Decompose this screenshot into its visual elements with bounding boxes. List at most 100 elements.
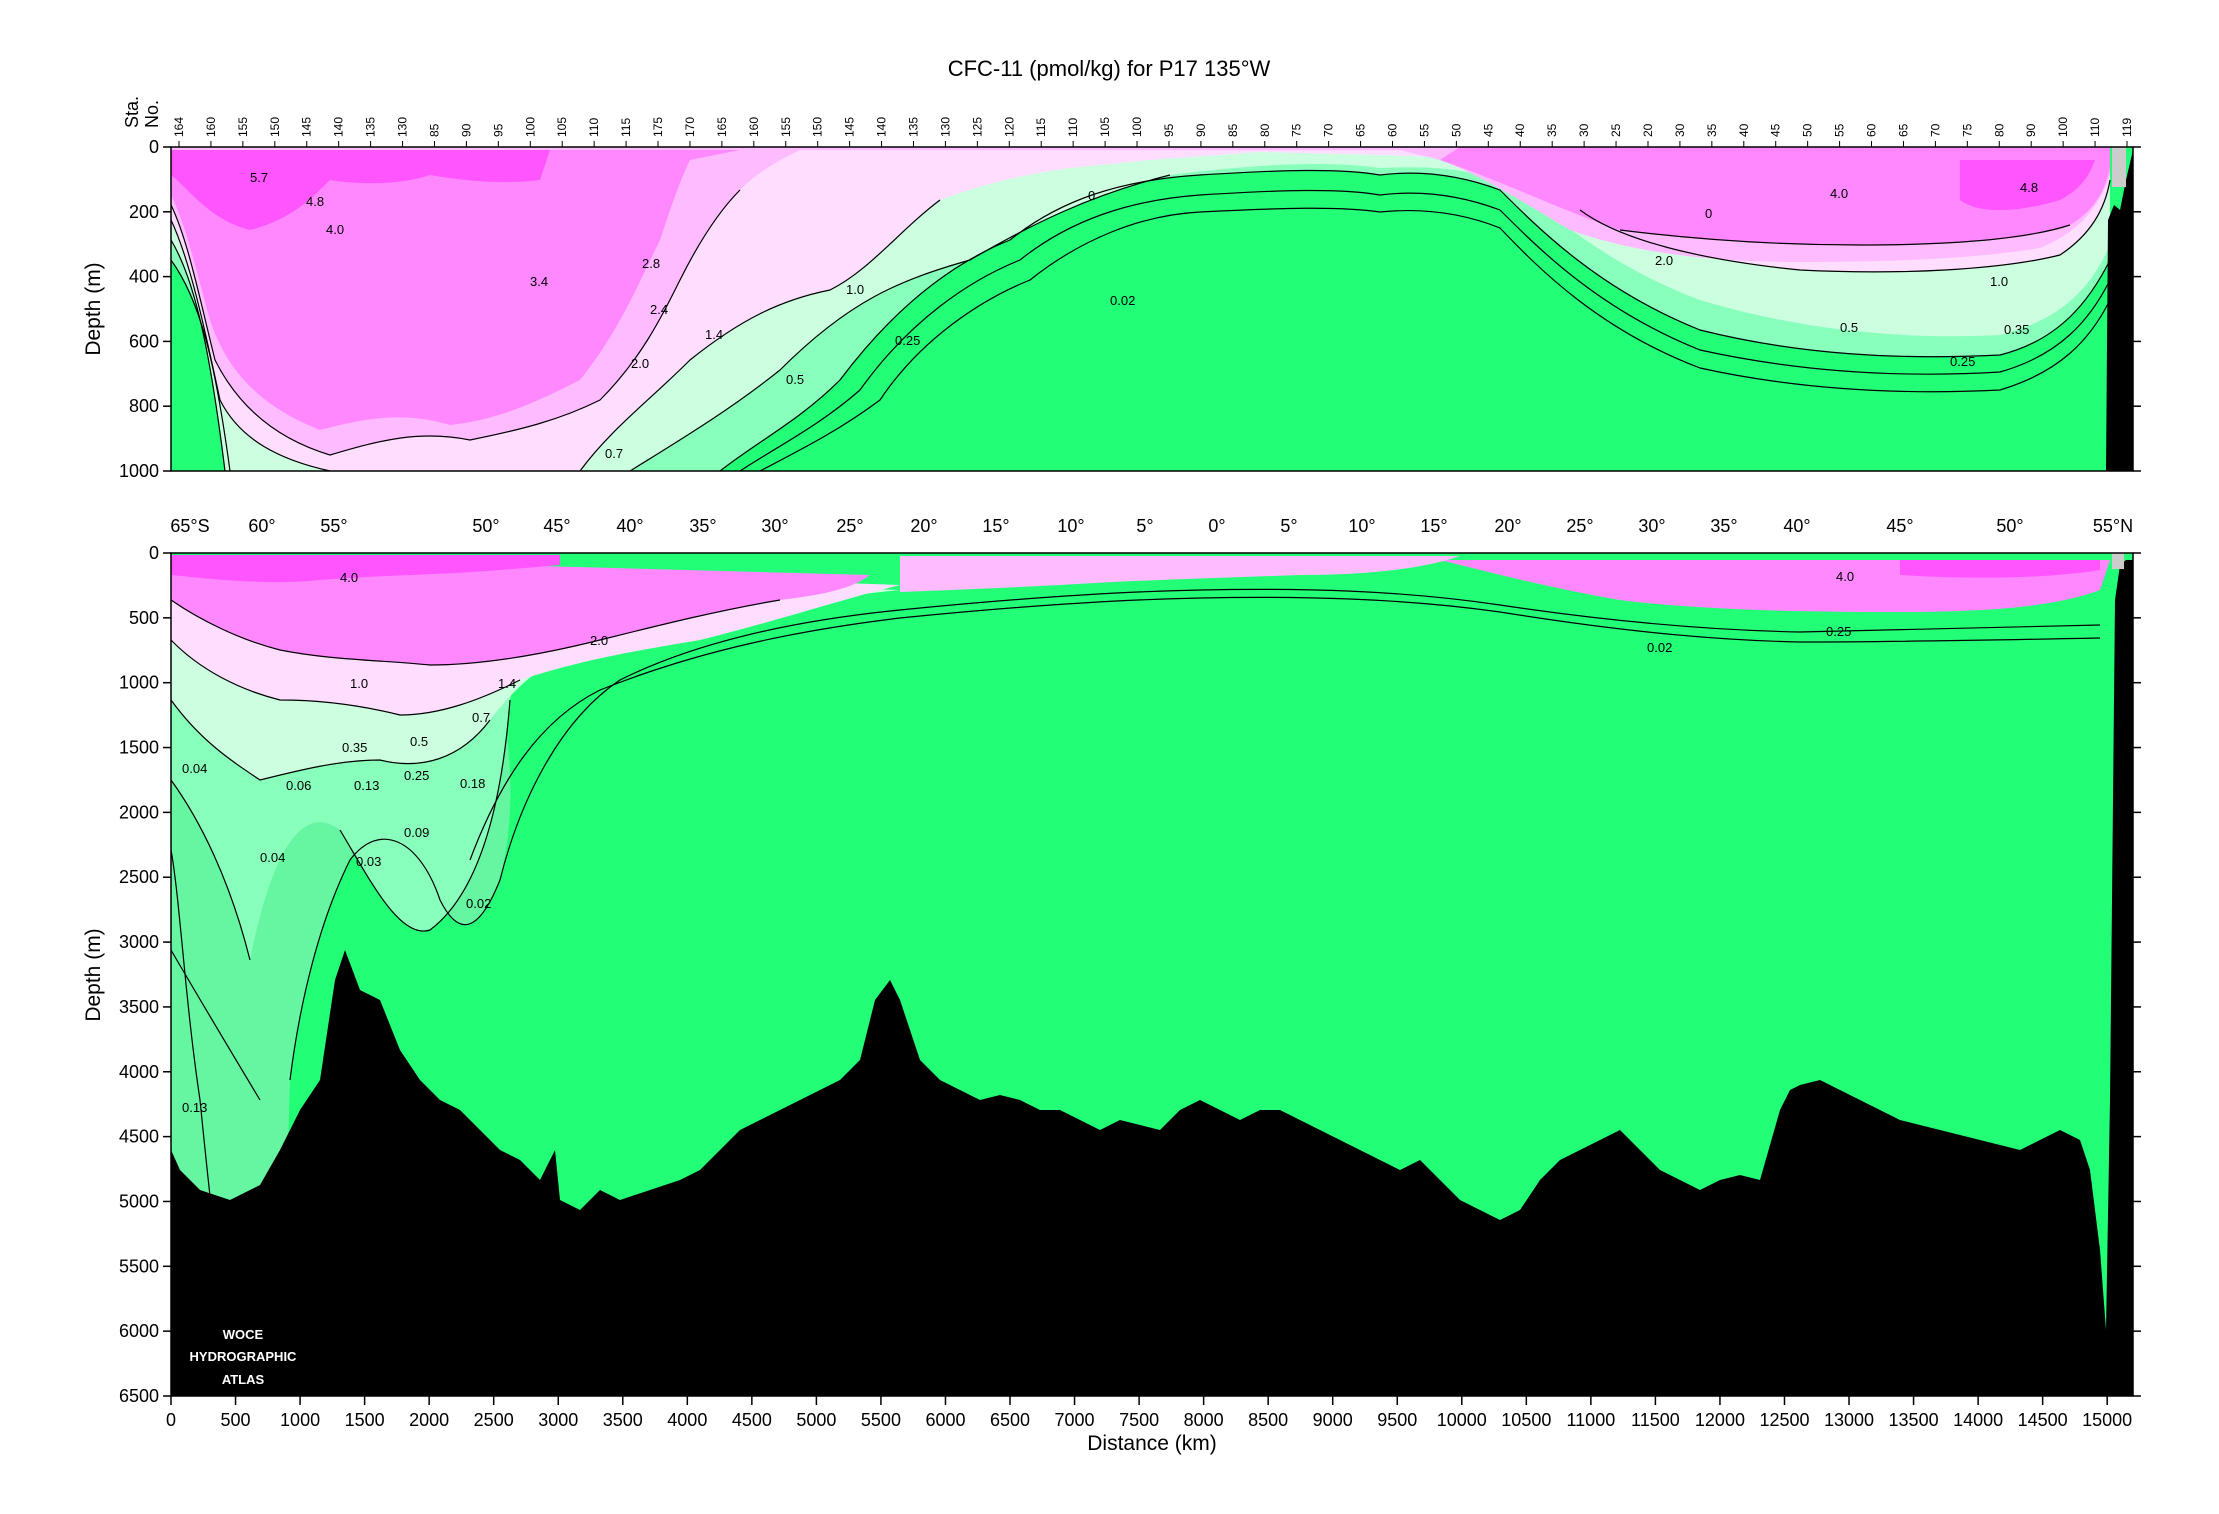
latitude-label: 60°	[248, 516, 275, 536]
station-number: 170	[683, 117, 697, 137]
x-tick-label: 4000	[667, 1410, 707, 1430]
latitude-label: 5°	[1136, 516, 1153, 536]
station-number: 75	[1290, 123, 1304, 137]
station-number: 145	[843, 117, 857, 137]
station-number: 90	[2024, 123, 2038, 137]
station-number: 60	[1865, 123, 1879, 137]
x-tick-label: 9500	[1377, 1410, 1417, 1430]
x-tick-label: 13000	[1824, 1410, 1874, 1430]
contour-label: 3.4	[530, 274, 548, 289]
contour-label: 4.8	[2020, 180, 2038, 195]
y-tick-label: 3000	[119, 932, 159, 952]
contour-label: 2.4	[650, 302, 668, 317]
x-tick-label: 14500	[2018, 1410, 2068, 1430]
station-number: 130	[396, 117, 410, 137]
lower-layer-north-magenta	[1900, 560, 2100, 578]
y-tick-label: 2500	[119, 867, 159, 887]
station-number: 115	[619, 118, 633, 137]
latitude-labels: 65°S 60° 55° 50° 45° 40° 35° 30° 25° 20° 15° 10° 5° 0…	[170, 516, 2133, 536]
station-number: 160	[747, 117, 761, 137]
station-number: 140	[332, 117, 346, 137]
station-number: 50	[1801, 123, 1815, 137]
station-number: 125	[970, 117, 984, 137]
latitude-label: 50°	[1996, 516, 2023, 536]
x-tick-label: 9000	[1313, 1410, 1353, 1430]
station-number: 75	[1960, 123, 1974, 137]
contour-label: 0.35	[2004, 322, 2029, 337]
latitude-label: 10°	[1057, 516, 1084, 536]
contour-label: 2.8	[642, 256, 660, 271]
contour-label: 0.04	[182, 761, 207, 776]
station-number: 65	[1354, 123, 1368, 137]
x-tick-label: 8000	[1184, 1410, 1224, 1430]
logo-text-hydrographic: HYDROGRAPHIC	[190, 1349, 298, 1364]
woce-logo: WOCE HYDROGRAPHIC ATLAS	[190, 1327, 298, 1387]
station-number: 115	[1034, 118, 1048, 137]
station-number: 30	[1577, 123, 1591, 137]
station-number: 140	[875, 117, 889, 137]
contour-label: 0.18	[460, 776, 485, 791]
station-number: 110	[587, 118, 601, 137]
station-number: 105	[1098, 117, 1112, 137]
latitude-label: 65°S	[170, 516, 209, 536]
latitude-label: 25°	[1566, 516, 1593, 536]
station-number: 164	[172, 117, 186, 137]
latitude-label: 50°	[472, 516, 499, 536]
upper-contours	[170, 169, 2111, 472]
x-tick-label: 6000	[925, 1410, 965, 1430]
x-tick-label: 4500	[732, 1410, 772, 1430]
y-tick-label: 3500	[119, 997, 159, 1017]
latitude-label: 55°N	[2093, 516, 2133, 536]
contour-label: 0.5	[410, 734, 428, 749]
latitude-label: 55°	[320, 516, 347, 536]
contour-label: 0.5	[1840, 320, 1858, 335]
x-tick-label: 13500	[1889, 1410, 1939, 1430]
latitude-label: 5°	[1280, 516, 1297, 536]
y-tick-label: 5500	[119, 1256, 159, 1276]
contour-label: 0.25	[1950, 354, 1975, 369]
y-tick-label: 1500	[119, 738, 159, 758]
station-number: 119	[2120, 118, 2134, 137]
latitude-label: 25°	[836, 516, 863, 536]
contour-label: 4.8	[306, 194, 324, 209]
contour-label: 4.0	[1836, 569, 1854, 584]
x-tick-label: 1000	[280, 1410, 320, 1430]
upper-layer-magenta	[171, 150, 2095, 230]
station-number: 65	[1896, 123, 1910, 137]
station-number: 35	[1545, 123, 1559, 137]
station-number: 155	[779, 117, 793, 137]
latitude-label: 15°	[982, 516, 1009, 536]
station-number: 150	[811, 117, 825, 137]
y-tick-label: 1000	[119, 673, 159, 693]
station-number: 95	[1162, 123, 1176, 137]
station-number: 105	[555, 117, 569, 137]
x-tick-label: 2500	[474, 1410, 514, 1430]
contour-label: 0.25	[895, 333, 920, 348]
contour-label: 0	[1705, 206, 1712, 221]
latitude-label: 0°	[1208, 516, 1225, 536]
lower-shelf-gray	[2112, 553, 2124, 569]
upper-panel: 164 160 155 150 145 140 135 130 85 90 95 100 105 110 1…	[82, 117, 2141, 481]
lower-panel-frame	[170, 552, 2134, 1397]
station-number: 60	[1386, 123, 1400, 137]
latitude-label: 15°	[1420, 516, 1447, 536]
contour-label: 0.02	[1647, 640, 1672, 655]
y-tick-label: 5000	[119, 1191, 159, 1211]
contour-label: 0.13	[182, 1100, 207, 1115]
station-number: 135	[364, 117, 378, 137]
contour-label: 1.4	[705, 327, 723, 342]
latitude-label: 20°	[910, 516, 937, 536]
contour-label: 0.03	[356, 854, 381, 869]
contour-label: 0.7	[605, 446, 623, 461]
latitude-label: 45°	[543, 516, 570, 536]
upper-y-axis-title: Depth (m)	[82, 262, 105, 355]
station-axis-label-no: No.	[142, 100, 162, 128]
contour-label: 0.5	[786, 372, 804, 387]
logo-text-woce: WOCE	[223, 1327, 264, 1342]
x-tick-label: 12000	[1695, 1410, 1745, 1430]
latitude-label: 30°	[761, 516, 788, 536]
x-tick-label: 14000	[1953, 1410, 2003, 1430]
x-tick-label: 6500	[990, 1410, 1030, 1430]
contour-label: 1.0	[1990, 274, 2008, 289]
station-number: 55	[1417, 123, 1431, 137]
